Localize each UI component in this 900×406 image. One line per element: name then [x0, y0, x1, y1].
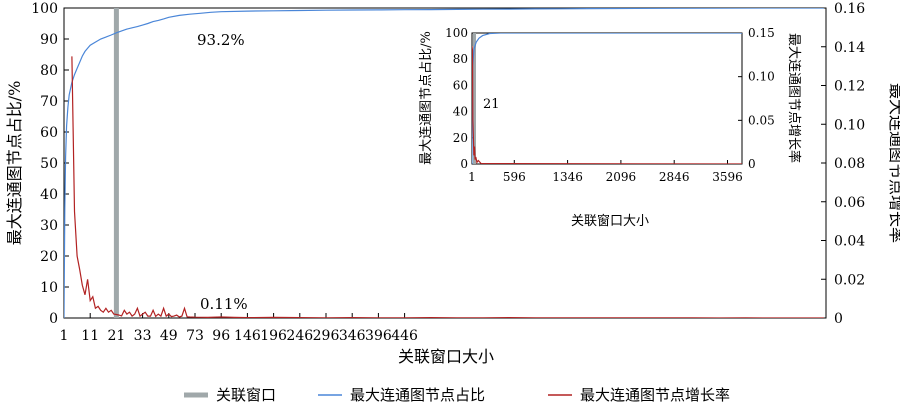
y-right-tick-label: 0.06 — [834, 195, 865, 211]
ratio-series-line — [64, 8, 824, 318]
inset-y-left-tick-label: 20 — [453, 131, 468, 145]
x-tick-label: 446 — [391, 328, 418, 344]
inset-y-right-tick-label: 0.05 — [748, 113, 775, 127]
inset-x-tick-label: 2096 — [606, 170, 637, 184]
y-left-tick-label: 80 — [40, 63, 58, 79]
main-y-right-ticks: 0 0.02 0.04 0.06 0.08 0.10 0.12 0.14 0.16 — [821, 1, 865, 327]
x-tick-label: 396 — [365, 328, 392, 344]
y-left-tick-label: 50 — [40, 156, 58, 172]
y-left-tick-label: 30 — [40, 218, 58, 234]
window-rate-label: 0.11% — [200, 295, 248, 313]
inset-y-left-tick-label: 80 — [453, 52, 468, 66]
inset-x-axis-label: 关联窗口大小 — [571, 213, 649, 229]
legend-label-rate: 最大连通图节点增长率 — [580, 386, 730, 404]
rate-series-line — [71, 56, 824, 318]
y-left-tick-label: 60 — [40, 125, 58, 141]
inset-y-left-tick-label: 0 — [460, 157, 468, 171]
window-bar — [113, 8, 119, 318]
inset-x-ticks: 1 596 1346 2096 2846 3596 — [468, 160, 743, 184]
main-y-right-axis-label: 最大连通图节点增长率 — [887, 83, 900, 243]
inset-y-left-tick-label: 40 — [453, 105, 468, 119]
y-right-tick-label: 0.10 — [834, 117, 865, 133]
inset-y-left-ticks: 0 20 40 60 80 100 — [445, 26, 476, 171]
y-right-tick-label: 0.02 — [834, 272, 865, 288]
y-left-tick-label: 10 — [40, 280, 58, 296]
x-tick-label: 1 — [60, 328, 69, 344]
inset-x-tick-label: 1346 — [552, 170, 583, 184]
x-tick-label: 33 — [134, 328, 152, 344]
x-tick-label: 246 — [286, 328, 313, 344]
y-right-tick-label: 0.12 — [834, 79, 865, 95]
y-left-tick-label: 40 — [40, 187, 58, 203]
y-left-tick-label: 0 — [49, 311, 58, 327]
inset-window-label: 21 — [483, 97, 500, 112]
y-left-tick-label: 20 — [40, 249, 58, 265]
inset-y-right-axis-label: 最大连通图节点增长率 — [786, 33, 802, 163]
x-tick-label: 146 — [234, 328, 261, 344]
inset-y-left-tick-label: 60 — [453, 78, 468, 92]
inset-chart: 0 20 40 60 80 100 0 0.05 0.10 0.15 1 596 1346 2096 2… — [418, 26, 802, 229]
y-left-tick-label: 100 — [31, 1, 58, 17]
main-y-left-ticks: 0 10 20 30 40 50 60 70 80 90 100 — [31, 1, 69, 327]
x-tick-label: 96 — [212, 328, 230, 344]
y-right-tick-label: 0.08 — [834, 156, 865, 172]
inset-rate-series-line — [472, 46, 742, 164]
x-tick-label: 21 — [107, 328, 125, 344]
y-left-tick-label: 70 — [40, 94, 58, 110]
inset-x-tick-label: 2846 — [659, 170, 690, 184]
main-x-axis-label: 关联窗口大小 — [398, 347, 494, 366]
legend-label-ratio: 最大连通图节点占比 — [350, 386, 485, 404]
inset-plot-frame — [471, 32, 743, 165]
y-right-tick-label: 0.14 — [834, 40, 865, 56]
inset-x-tick-label: 3596 — [712, 170, 743, 184]
inset-window-bar — [473, 33, 476, 164]
y-right-tick-label: 0.04 — [834, 234, 865, 250]
x-tick-label: 49 — [160, 328, 178, 344]
inset-y-right-tick-label: 0.15 — [748, 26, 775, 40]
y-right-tick-label: 0.16 — [834, 1, 865, 17]
x-tick-label: 11 — [81, 328, 99, 344]
inset-y-right-ticks: 0 0.05 0.10 0.15 — [738, 26, 775, 171]
legend-label-window: 关联窗口 — [216, 386, 276, 404]
inset-y-left-axis-label: 最大连通图节点占比/% — [418, 31, 434, 165]
inset-y-right-tick-label: 0 — [748, 157, 756, 171]
main-x-ticks: 1 11 21 33 49 73 96 146 196 246 296 346 396 446 — [60, 313, 418, 344]
y-right-tick-label: 0 — [834, 311, 843, 327]
x-tick-label: 73 — [186, 328, 204, 344]
inset-x-tick-label: 1 — [468, 170, 476, 184]
inset-y-right-tick-label: 0.10 — [748, 70, 775, 84]
window-pct-label: 93.2% — [197, 31, 245, 49]
legend: 关联窗口 最大连通图节点占比 最大连通图节点增长率 — [184, 386, 730, 404]
x-tick-label: 196 — [260, 328, 287, 344]
main-y-left-axis-label: 最大连通图节点占比/% — [5, 81, 24, 246]
x-tick-label: 296 — [313, 328, 340, 344]
inset-x-tick-label: 596 — [503, 170, 526, 184]
inset-y-left-tick-label: 100 — [445, 26, 468, 40]
x-tick-label: 346 — [339, 328, 366, 344]
y-left-tick-label: 90 — [40, 32, 58, 48]
